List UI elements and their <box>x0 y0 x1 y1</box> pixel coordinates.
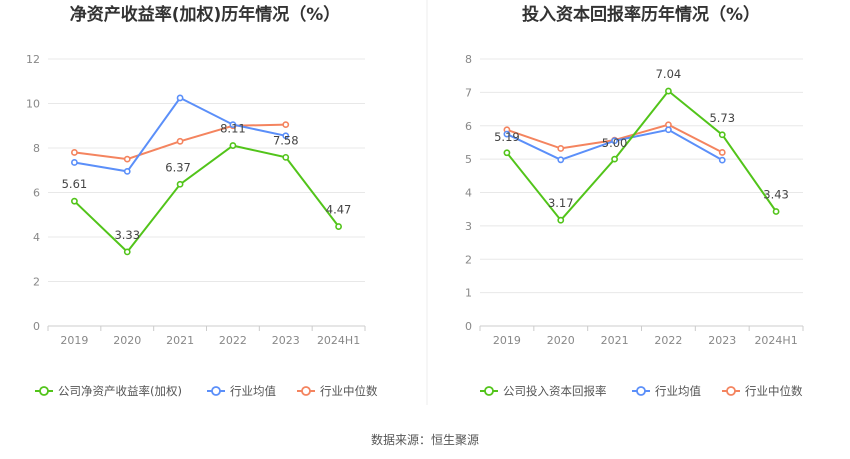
data-point[interactable] <box>718 131 726 139</box>
data-point[interactable] <box>718 149 726 156</box>
data-label: 5.73 <box>709 111 735 125</box>
x-tick-label: 2020 <box>547 334 575 347</box>
data-point[interactable] <box>282 121 290 129</box>
legend-label: 行业中位数 <box>745 384 803 398</box>
data-point[interactable] <box>229 142 237 149</box>
data-label: 3.17 <box>548 196 574 210</box>
y-tick-label: 1 <box>465 287 472 300</box>
roic-chart: 0 1 2 3 4 5 6 7 8 2019 2020 2021 2022 2023 2024H1 5.19 3… <box>465 53 804 398</box>
x-tick-label: 2022 <box>219 334 247 347</box>
y-tick-label: 4 <box>465 187 472 200</box>
data-point[interactable] <box>229 121 237 129</box>
x-tick-label: 2019 <box>493 334 521 347</box>
x-tick-label: 2021 <box>601 334 629 347</box>
data-point[interactable] <box>665 87 672 95</box>
legend-swatch-marker <box>301 386 311 396</box>
y-tick-label: 8 <box>33 142 40 155</box>
x-tick-label: 2023 <box>708 334 736 347</box>
y-tick-label: 2 <box>465 253 472 266</box>
legend-swatch-marker <box>636 386 646 396</box>
data-label: 4.47 <box>326 203 352 217</box>
data-label: 3.33 <box>114 228 140 242</box>
y-tick-label: 6 <box>33 187 40 200</box>
legend-label: 行业均值 <box>655 384 701 398</box>
x-tick-label: 2019 <box>60 334 88 347</box>
y-tick-label: 0 <box>33 320 40 333</box>
roe-chart: 0 2 4 6 8 10 12 2019 2020 2021 2022 2023 2024H1 5.61 3… <box>26 53 378 398</box>
y-tick-label: 12 <box>26 53 40 66</box>
legend-swatch-marker <box>726 386 736 396</box>
y-tick-label: 7 <box>465 86 472 99</box>
data-point[interactable] <box>123 167 131 175</box>
x-tick-label: 2023 <box>272 334 300 347</box>
data-label: 5.61 <box>62 177 88 191</box>
data-point[interactable] <box>71 149 78 156</box>
legend-label: 行业均值 <box>230 384 276 398</box>
legend-item[interactable]: 行业均值 <box>632 384 701 398</box>
data-point[interactable] <box>176 180 184 188</box>
data-label: 7.04 <box>656 67 682 81</box>
data-point[interactable] <box>611 137 618 145</box>
data-point[interactable] <box>71 197 78 205</box>
chart-title-roic: 投入资本回报率历年情况（%） <box>522 4 760 25</box>
x-tick-label: 2022 <box>654 334 682 347</box>
data-point[interactable] <box>282 153 290 161</box>
data-label: 6.37 <box>165 160 191 174</box>
y-tick-label: 3 <box>465 220 472 233</box>
legend-item[interactable]: 行业中位数 <box>297 384 378 398</box>
legend-item[interactable]: 行业中位数 <box>722 384 803 398</box>
data-point[interactable] <box>123 248 131 256</box>
data-point[interactable] <box>503 149 511 157</box>
legend-swatch-marker <box>39 386 49 396</box>
x-tick-label: 2024H1 <box>317 334 360 347</box>
data-label: 5.00 <box>602 136 628 150</box>
legend-item[interactable]: 公司投入资本回报率 <box>480 384 607 398</box>
y-tick-label: 0 <box>465 320 472 333</box>
data-label: 5.19 <box>494 130 520 144</box>
data-point[interactable] <box>718 156 726 164</box>
legend-item[interactable]: 公司净资产收益率(加权) <box>35 384 182 398</box>
legend-label: 公司净资产收益率(加权) <box>58 384 182 398</box>
y-tick-label: 5 <box>465 153 472 166</box>
legend-item[interactable]: 行业均值 <box>207 384 276 398</box>
data-point[interactable] <box>665 126 672 134</box>
data-point[interactable] <box>176 137 184 145</box>
x-tick-label: 2021 <box>166 334 194 347</box>
legend-label: 行业中位数 <box>320 384 378 398</box>
data-point[interactable] <box>335 223 342 230</box>
y-tick-label: 8 <box>465 53 472 66</box>
chart-title-roe: 净资产收益率(加权)历年情况（%） <box>70 4 341 25</box>
series-line <box>73 144 340 254</box>
data-point[interactable] <box>123 155 131 163</box>
data-point[interactable] <box>282 132 290 140</box>
legend-label: 公司投入资本回报率 <box>503 384 607 398</box>
y-tick-label: 2 <box>33 276 40 289</box>
legend-swatch-marker <box>484 386 494 396</box>
data-point[interactable] <box>557 216 565 224</box>
x-tick-label: 2020 <box>113 334 141 347</box>
data-label: 3.43 <box>763 188 789 202</box>
x-tick-label: 2024H1 <box>754 334 797 347</box>
y-tick-label: 10 <box>26 98 40 111</box>
data-point[interactable] <box>772 208 780 215</box>
data-label: 7.58 <box>273 133 299 147</box>
y-tick-label: 6 <box>465 120 472 133</box>
data-point[interactable] <box>176 94 184 102</box>
data-label: 8.11 <box>220 122 246 136</box>
data-point[interactable] <box>557 145 565 152</box>
source-note: 数据来源：恒生聚源 <box>371 432 479 447</box>
data-point[interactable] <box>503 130 511 138</box>
data-point[interactable] <box>611 155 618 163</box>
data-point[interactable] <box>557 156 565 164</box>
series-line <box>506 89 777 222</box>
y-tick-label: 4 <box>33 231 40 244</box>
data-point[interactable] <box>71 159 78 166</box>
legend-swatch-marker <box>211 386 221 396</box>
